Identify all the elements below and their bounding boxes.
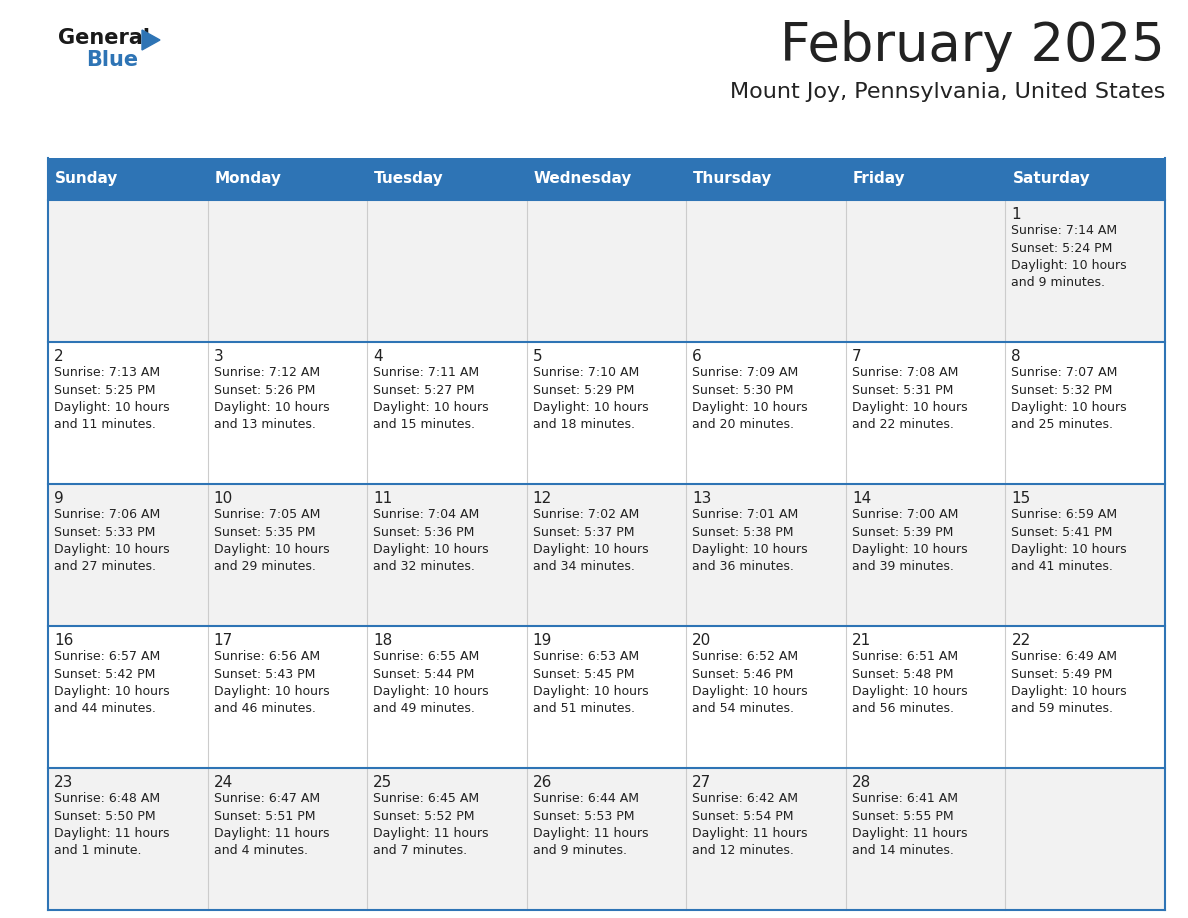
Text: 21: 21	[852, 633, 871, 648]
Text: 12: 12	[532, 491, 552, 506]
Text: Sunrise: 7:12 AM
Sunset: 5:26 PM
Daylight: 10 hours
and 13 minutes.: Sunrise: 7:12 AM Sunset: 5:26 PM Dayligh…	[214, 366, 329, 431]
Text: 1: 1	[1011, 207, 1020, 222]
Text: 6: 6	[693, 349, 702, 364]
Text: 10: 10	[214, 491, 233, 506]
Text: 7: 7	[852, 349, 861, 364]
Text: 11: 11	[373, 491, 392, 506]
Text: 13: 13	[693, 491, 712, 506]
Bar	[48, 200, 1165, 342]
Text: Sunrise: 6:53 AM
Sunset: 5:45 PM
Daylight: 10 hours
and 51 minutes.: Sunrise: 6:53 AM Sunset: 5:45 PM Dayligh…	[532, 650, 649, 715]
Text: Tuesday: Tuesday	[374, 172, 444, 186]
Text: Sunday: Sunday	[55, 172, 119, 186]
Text: Sunrise: 7:13 AM
Sunset: 5:25 PM
Daylight: 10 hours
and 11 minutes.: Sunrise: 7:13 AM Sunset: 5:25 PM Dayligh…	[53, 366, 170, 431]
Text: Sunrise: 7:02 AM
Sunset: 5:37 PM
Daylight: 10 hours
and 34 minutes.: Sunrise: 7:02 AM Sunset: 5:37 PM Dayligh…	[532, 508, 649, 574]
Text: Sunrise: 7:14 AM
Sunset: 5:24 PM
Daylight: 10 hours
and 9 minutes.: Sunrise: 7:14 AM Sunset: 5:24 PM Dayligh…	[1011, 224, 1127, 289]
Bar	[48, 768, 1165, 910]
Text: 24: 24	[214, 775, 233, 790]
Text: Mount Joy, Pennsylvania, United States: Mount Joy, Pennsylvania, United States	[729, 82, 1165, 102]
Text: Blue: Blue	[86, 50, 138, 70]
Text: Sunrise: 7:07 AM
Sunset: 5:32 PM
Daylight: 10 hours
and 25 minutes.: Sunrise: 7:07 AM Sunset: 5:32 PM Dayligh…	[1011, 366, 1127, 431]
Text: 2: 2	[53, 349, 64, 364]
Text: Sunrise: 7:11 AM
Sunset: 5:27 PM
Daylight: 10 hours
and 15 minutes.: Sunrise: 7:11 AM Sunset: 5:27 PM Dayligh…	[373, 366, 488, 431]
Text: General: General	[58, 28, 150, 48]
Text: 18: 18	[373, 633, 392, 648]
Text: Sunrise: 6:41 AM
Sunset: 5:55 PM
Daylight: 11 hours
and 14 minutes.: Sunrise: 6:41 AM Sunset: 5:55 PM Dayligh…	[852, 792, 967, 857]
Text: Sunrise: 6:44 AM
Sunset: 5:53 PM
Daylight: 11 hours
and 9 minutes.: Sunrise: 6:44 AM Sunset: 5:53 PM Dayligh…	[532, 792, 649, 857]
Text: Sunrise: 7:09 AM
Sunset: 5:30 PM
Daylight: 10 hours
and 20 minutes.: Sunrise: 7:09 AM Sunset: 5:30 PM Dayligh…	[693, 366, 808, 431]
Text: 16: 16	[53, 633, 74, 648]
Text: Sunrise: 7:01 AM
Sunset: 5:38 PM
Daylight: 10 hours
and 36 minutes.: Sunrise: 7:01 AM Sunset: 5:38 PM Dayligh…	[693, 508, 808, 574]
Text: Sunrise: 7:08 AM
Sunset: 5:31 PM
Daylight: 10 hours
and 22 minutes.: Sunrise: 7:08 AM Sunset: 5:31 PM Dayligh…	[852, 366, 967, 431]
Text: 15: 15	[1011, 491, 1031, 506]
Text: Sunrise: 7:05 AM
Sunset: 5:35 PM
Daylight: 10 hours
and 29 minutes.: Sunrise: 7:05 AM Sunset: 5:35 PM Dayligh…	[214, 508, 329, 574]
Text: 5: 5	[532, 349, 543, 364]
Text: 28: 28	[852, 775, 871, 790]
Text: Sunrise: 7:06 AM
Sunset: 5:33 PM
Daylight: 10 hours
and 27 minutes.: Sunrise: 7:06 AM Sunset: 5:33 PM Dayligh…	[53, 508, 170, 574]
Text: Sunrise: 6:55 AM
Sunset: 5:44 PM
Daylight: 10 hours
and 49 minutes.: Sunrise: 6:55 AM Sunset: 5:44 PM Dayligh…	[373, 650, 488, 715]
Text: 25: 25	[373, 775, 392, 790]
Text: 17: 17	[214, 633, 233, 648]
Text: 20: 20	[693, 633, 712, 648]
Text: 22: 22	[1011, 633, 1031, 648]
Text: Sunrise: 6:51 AM
Sunset: 5:48 PM
Daylight: 10 hours
and 56 minutes.: Sunrise: 6:51 AM Sunset: 5:48 PM Dayligh…	[852, 650, 967, 715]
Text: Monday: Monday	[215, 172, 282, 186]
Text: 26: 26	[532, 775, 552, 790]
Text: February 2025: February 2025	[781, 20, 1165, 72]
Text: Wednesday: Wednesday	[533, 172, 632, 186]
Text: Thursday: Thursday	[694, 172, 772, 186]
Text: Sunrise: 7:10 AM
Sunset: 5:29 PM
Daylight: 10 hours
and 18 minutes.: Sunrise: 7:10 AM Sunset: 5:29 PM Dayligh…	[532, 366, 649, 431]
Bar	[48, 342, 1165, 484]
Text: 8: 8	[1011, 349, 1020, 364]
Text: Sunrise: 7:00 AM
Sunset: 5:39 PM
Daylight: 10 hours
and 39 minutes.: Sunrise: 7:00 AM Sunset: 5:39 PM Dayligh…	[852, 508, 967, 574]
Text: 14: 14	[852, 491, 871, 506]
Text: 19: 19	[532, 633, 552, 648]
Bar	[48, 484, 1165, 626]
Text: 3: 3	[214, 349, 223, 364]
Text: Sunrise: 6:48 AM
Sunset: 5:50 PM
Daylight: 11 hours
and 1 minute.: Sunrise: 6:48 AM Sunset: 5:50 PM Dayligh…	[53, 792, 170, 857]
Text: Sunrise: 6:49 AM
Sunset: 5:49 PM
Daylight: 10 hours
and 59 minutes.: Sunrise: 6:49 AM Sunset: 5:49 PM Dayligh…	[1011, 650, 1127, 715]
Text: Saturday: Saturday	[1012, 172, 1091, 186]
Text: 27: 27	[693, 775, 712, 790]
Bar	[48, 158, 1165, 200]
Text: Friday: Friday	[853, 172, 905, 186]
Text: Sunrise: 6:47 AM
Sunset: 5:51 PM
Daylight: 11 hours
and 4 minutes.: Sunrise: 6:47 AM Sunset: 5:51 PM Dayligh…	[214, 792, 329, 857]
Text: 4: 4	[373, 349, 383, 364]
Text: Sunrise: 6:45 AM
Sunset: 5:52 PM
Daylight: 11 hours
and 7 minutes.: Sunrise: 6:45 AM Sunset: 5:52 PM Dayligh…	[373, 792, 488, 857]
Text: Sunrise: 6:52 AM
Sunset: 5:46 PM
Daylight: 10 hours
and 54 minutes.: Sunrise: 6:52 AM Sunset: 5:46 PM Dayligh…	[693, 650, 808, 715]
Text: 23: 23	[53, 775, 74, 790]
Text: Sunrise: 6:57 AM
Sunset: 5:42 PM
Daylight: 10 hours
and 44 minutes.: Sunrise: 6:57 AM Sunset: 5:42 PM Dayligh…	[53, 650, 170, 715]
Text: 9: 9	[53, 491, 64, 506]
Text: Sunrise: 6:59 AM
Sunset: 5:41 PM
Daylight: 10 hours
and 41 minutes.: Sunrise: 6:59 AM Sunset: 5:41 PM Dayligh…	[1011, 508, 1127, 574]
Text: Sunrise: 6:56 AM
Sunset: 5:43 PM
Daylight: 10 hours
and 46 minutes.: Sunrise: 6:56 AM Sunset: 5:43 PM Dayligh…	[214, 650, 329, 715]
Text: Sunrise: 6:42 AM
Sunset: 5:54 PM
Daylight: 11 hours
and 12 minutes.: Sunrise: 6:42 AM Sunset: 5:54 PM Dayligh…	[693, 792, 808, 857]
Bar	[48, 626, 1165, 768]
Polygon shape	[143, 30, 160, 50]
Text: Sunrise: 7:04 AM
Sunset: 5:36 PM
Daylight: 10 hours
and 32 minutes.: Sunrise: 7:04 AM Sunset: 5:36 PM Dayligh…	[373, 508, 488, 574]
